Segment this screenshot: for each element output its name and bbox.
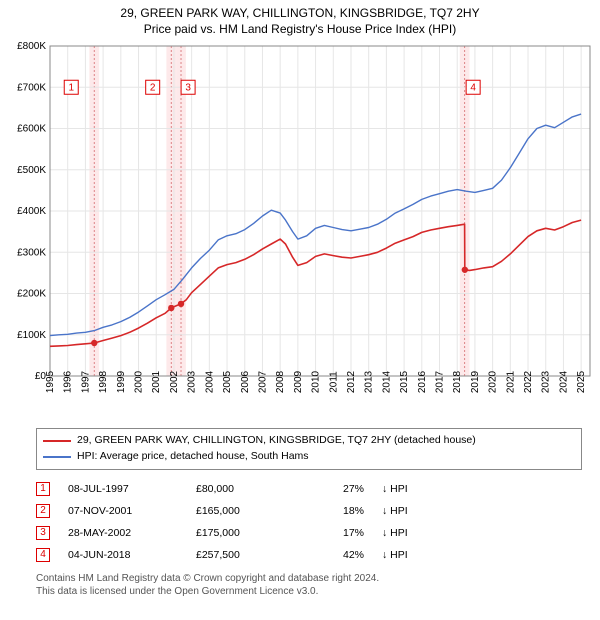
sale-row: 2 07-NOV-2001 £165,000 18% ↓ HPI — [36, 500, 582, 522]
svg-text:2000: 2000 — [134, 370, 145, 393]
legend-label: 29, GREEN PARK WAY, CHILLINGTON, KINGSBR… — [77, 433, 476, 449]
svg-text:£800K: £800K — [17, 42, 46, 52]
sale-direction: ↓ HPI — [382, 527, 432, 539]
svg-text:2008: 2008 — [275, 370, 286, 393]
sale-date: 28-MAY-2002 — [68, 527, 178, 539]
svg-text:2020: 2020 — [488, 370, 499, 393]
legend-swatch — [43, 440, 71, 442]
svg-text:2002: 2002 — [169, 370, 180, 393]
svg-text:2005: 2005 — [222, 370, 233, 393]
legend-row: HPI: Average price, detached house, Sout… — [43, 449, 575, 465]
svg-text:2014: 2014 — [381, 370, 392, 393]
svg-text:2015: 2015 — [399, 370, 410, 393]
svg-text:£500K: £500K — [17, 165, 46, 176]
svg-text:£100K: £100K — [17, 330, 46, 341]
page-title-address: 29, GREEN PARK WAY, CHILLINGTON, KINGSBR… — [0, 6, 600, 20]
sale-price: £165,000 — [196, 505, 296, 517]
svg-text:2023: 2023 — [541, 370, 552, 393]
sale-price: £80,000 — [196, 483, 296, 495]
legend-swatch — [43, 456, 71, 458]
sale-marker: 4 — [36, 548, 50, 562]
svg-text:2001: 2001 — [151, 370, 162, 393]
svg-text:£300K: £300K — [17, 247, 46, 258]
svg-text:2018: 2018 — [452, 370, 463, 393]
legend-row: 29, GREEN PARK WAY, CHILLINGTON, KINGSBR… — [43, 433, 575, 449]
svg-text:2: 2 — [150, 82, 156, 93]
sale-marker: 2 — [36, 504, 50, 518]
page-title-subtitle: Price paid vs. HM Land Registry's House … — [0, 22, 600, 36]
svg-text:2016: 2016 — [417, 370, 428, 393]
sale-price: £257,500 — [196, 549, 296, 561]
sale-row: 3 28-MAY-2002 £175,000 17% ↓ HPI — [36, 522, 582, 544]
sale-direction: ↓ HPI — [382, 505, 432, 517]
sale-pct: 42% — [314, 549, 364, 561]
svg-text:1998: 1998 — [98, 370, 109, 393]
svg-text:2006: 2006 — [240, 370, 251, 393]
sale-date: 08-JUL-1997 — [68, 483, 178, 495]
legend-label: HPI: Average price, detached house, Sout… — [77, 449, 309, 465]
sale-pct: 18% — [314, 505, 364, 517]
svg-text:2004: 2004 — [204, 370, 215, 393]
svg-text:2025: 2025 — [576, 370, 587, 393]
svg-text:2012: 2012 — [346, 370, 357, 393]
sale-marker: 1 — [36, 482, 50, 496]
svg-text:1: 1 — [68, 82, 74, 93]
svg-text:2009: 2009 — [293, 370, 304, 393]
svg-text:2007: 2007 — [257, 370, 268, 393]
sale-pct: 17% — [314, 527, 364, 539]
sale-row: 1 08-JUL-1997 £80,000 27% ↓ HPI — [36, 478, 582, 500]
sale-date: 07-NOV-2001 — [68, 505, 178, 517]
sale-pct: 27% — [314, 483, 364, 495]
svg-text:3: 3 — [185, 82, 191, 93]
svg-text:1995: 1995 — [45, 370, 56, 393]
sale-price: £175,000 — [196, 527, 296, 539]
svg-text:2003: 2003 — [187, 370, 198, 393]
svg-text:£700K: £700K — [17, 82, 46, 93]
sale-marker: 3 — [36, 526, 50, 540]
svg-text:£600K: £600K — [17, 124, 46, 135]
svg-text:2013: 2013 — [364, 370, 375, 393]
sale-date: 04-JUN-2018 — [68, 549, 178, 561]
price-chart: £0£100K£200K£300K£400K£500K£600K£700K£80… — [6, 42, 594, 422]
svg-text:£400K: £400K — [17, 206, 46, 217]
footnote-line2: This data is licensed under the Open Gov… — [36, 585, 582, 599]
footnote: Contains HM Land Registry data © Crown c… — [36, 572, 582, 599]
svg-text:1997: 1997 — [80, 370, 91, 393]
svg-text:2019: 2019 — [470, 370, 481, 393]
sale-direction: ↓ HPI — [382, 549, 432, 561]
svg-text:2024: 2024 — [558, 370, 569, 393]
chart-legend: 29, GREEN PARK WAY, CHILLINGTON, KINGSBR… — [36, 428, 582, 470]
svg-text:2010: 2010 — [311, 370, 322, 393]
svg-text:2011: 2011 — [328, 371, 339, 393]
footnote-line1: Contains HM Land Registry data © Crown c… — [36, 572, 582, 586]
svg-text:£200K: £200K — [17, 289, 46, 300]
sale-direction: ↓ HPI — [382, 483, 432, 495]
sale-row: 4 04-JUN-2018 £257,500 42% ↓ HPI — [36, 544, 582, 566]
svg-text:1996: 1996 — [63, 370, 74, 393]
svg-text:1999: 1999 — [116, 370, 127, 393]
svg-text:2021: 2021 — [505, 370, 516, 393]
svg-text:2022: 2022 — [523, 370, 534, 393]
svg-text:2017: 2017 — [435, 370, 446, 393]
svg-text:4: 4 — [470, 82, 476, 93]
sales-table: 1 08-JUL-1997 £80,000 27% ↓ HPI 2 07-NOV-2001 £… — [36, 478, 582, 566]
